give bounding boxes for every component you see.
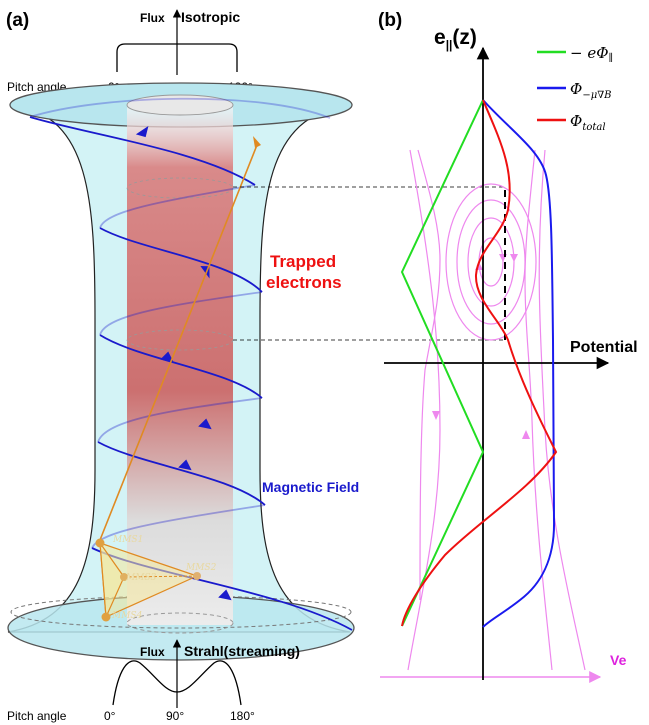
orbit-trapped-2 <box>456 199 526 325</box>
separatrix-right <box>538 149 586 671</box>
trajectory-line <box>99 144 258 541</box>
orbit-trapped-3 <box>467 217 515 307</box>
helix-top-back <box>29 97 331 119</box>
tetrahedron-edge <box>123 575 198 578</box>
mms4-label: MMS4 <box>111 611 143 621</box>
curve-minus-e-phi-parallel <box>400 99 485 627</box>
trapped-label-line2: electrons <box>266 273 342 292</box>
legend-green-sym: − eΦ <box>570 44 609 62</box>
y-axis-sub: || <box>446 38 453 52</box>
field-arrow-5 <box>178 459 192 471</box>
spacecraft-trajectory: MMS1 MMS2 MMS3 MMS4 <box>95 136 261 622</box>
legend-label-blue: Φ−μ∇B <box>570 80 612 101</box>
helix-front-3 <box>99 334 263 399</box>
mms1-point <box>95 538 105 548</box>
helix-front-4 <box>97 441 266 506</box>
orbit-open-right <box>524 149 553 671</box>
helix-back-2 <box>99 291 263 336</box>
legend-red-sub: total <box>582 122 605 133</box>
panel-b: (b) e||(z) Potential <box>378 10 638 683</box>
trapped-label-line1: Trapped <box>270 252 336 271</box>
curve-phi-total <box>401 99 558 627</box>
bottom-tick-90: 90° <box>166 709 184 723</box>
bottom-tick-180: 180° <box>230 709 255 723</box>
strahl-curve <box>112 660 242 706</box>
mms1-label: MMS1 <box>112 535 143 545</box>
top-flux-label: Flux <box>140 11 165 25</box>
y-axis-label: e||(z) <box>434 26 477 52</box>
legend-red-sym: Φ <box>570 112 582 130</box>
field-arrow-4 <box>198 418 212 430</box>
bottom-flux-label: Flux <box>140 645 165 659</box>
top-flux-distribution: Flux Isotropic Pitch angle 0° 90° 180° <box>7 9 253 94</box>
legend-label-green: − eΦ∥ <box>570 44 613 64</box>
trapped-column-bottom <box>126 612 234 634</box>
top-dist-label: Isotropic <box>181 9 240 25</box>
tetrahedron-face-2 <box>99 540 125 618</box>
mms3-point <box>120 573 128 581</box>
y-axis-arg: (z) <box>452 26 477 49</box>
mms3-label: MMS3 <box>125 573 157 583</box>
bottom-dist-label: Strahl(streaming) <box>184 643 300 659</box>
helix-front-2 <box>99 227 263 293</box>
phase-space-trajectories <box>380 149 602 683</box>
bottom-flux-distribution: Flux Strahl(streaming) Pitch angle 0° 90… <box>7 639 300 723</box>
curve-phi-mu-gradB <box>482 99 556 628</box>
y-axis-e: e <box>434 26 446 49</box>
flux-tube-bottom-back <box>10 595 352 629</box>
magnetic-field-helix <box>29 97 353 631</box>
orbit-trapped-1 <box>445 183 537 341</box>
trapped-column-mid-top <box>126 177 234 199</box>
panel-b-label: (b) <box>378 10 402 31</box>
magnetic-field-label: Magnetic Field <box>262 479 359 495</box>
mms4-point <box>101 612 111 622</box>
legend-label-red: Φtotal <box>570 112 606 133</box>
panel-a: (a) Flux Isotropic Pitch angle 0° 90° 18… <box>6 9 359 723</box>
mms2-label: MMS2 <box>185 563 217 573</box>
helix-front-1 <box>29 116 256 186</box>
bottom-pitch-angle-label: Pitch angle <box>7 709 67 723</box>
phase-arrow-5 <box>510 254 518 262</box>
legend-green-sub: ∥ <box>609 52 614 64</box>
separatrix-left <box>407 149 441 671</box>
helix-back-3 <box>97 397 263 443</box>
trapped-column-top <box>126 94 234 116</box>
ve-axis-label: Ve <box>610 652 627 668</box>
helix-back-1 <box>99 184 256 229</box>
x-axis-label: Potential <box>570 339 638 356</box>
legend: − eΦ∥ Φ−μ∇B Φtotal <box>537 44 613 133</box>
legend-blue-sub: −μ∇B <box>582 90 611 101</box>
panel-a-label: (a) <box>6 10 29 31</box>
bottom-tick-0: 0° <box>104 709 116 723</box>
mms2-point <box>193 572 201 580</box>
legend-blue-sym: Φ <box>570 80 582 98</box>
isotropic-curve <box>116 43 238 72</box>
trajectory-arrow <box>253 136 261 148</box>
field-arrow-1 <box>135 125 149 138</box>
phase-arrow-1 <box>432 411 440 420</box>
trapped-electron-cylinder <box>126 94 234 634</box>
field-arrow-6 <box>218 589 232 601</box>
field-arrow-3 <box>160 351 174 363</box>
orbit-open-left <box>417 149 441 601</box>
phase-arrow-2 <box>522 430 530 439</box>
